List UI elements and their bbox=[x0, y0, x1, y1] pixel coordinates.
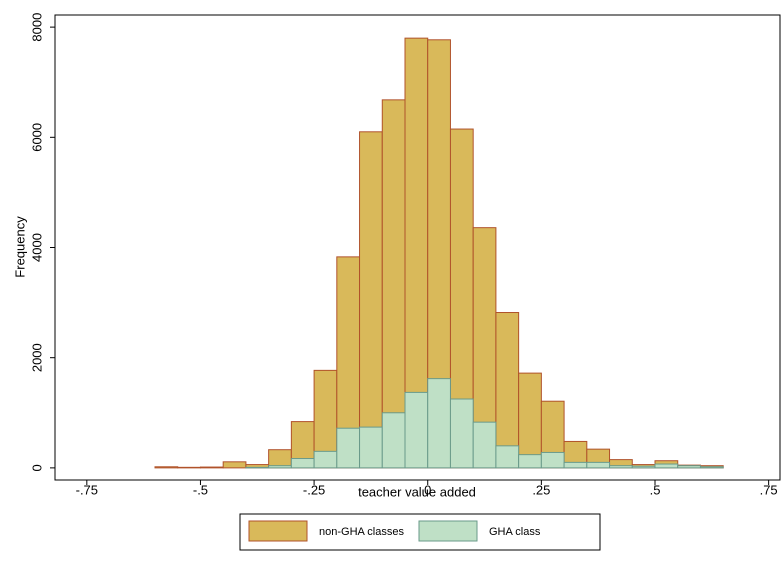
x-tick-label: -.75 bbox=[76, 482, 98, 497]
bar bbox=[199, 466, 224, 469]
bar bbox=[381, 412, 406, 469]
x-tick-label: 0 bbox=[424, 482, 431, 497]
bar bbox=[290, 458, 315, 469]
bar bbox=[631, 465, 656, 469]
bar bbox=[677, 465, 701, 469]
y-tick-label: 6000 bbox=[29, 123, 44, 152]
y-tick-label: 0 bbox=[29, 464, 44, 471]
y-tick-label: 2000 bbox=[29, 343, 44, 372]
bar bbox=[268, 465, 292, 469]
bar bbox=[359, 131, 383, 469]
bar bbox=[654, 463, 679, 469]
bar bbox=[518, 372, 542, 469]
bar bbox=[313, 450, 338, 469]
bar bbox=[563, 461, 588, 469]
legend-label: non-GHA classes bbox=[319, 526, 404, 538]
bar bbox=[222, 461, 247, 469]
x-tick-label: .25 bbox=[532, 482, 550, 497]
y-axis-label: Frequency bbox=[12, 216, 27, 278]
y-tick-label: 8000 bbox=[29, 13, 44, 42]
legend-swatch bbox=[418, 520, 478, 542]
bar bbox=[404, 391, 429, 469]
bar bbox=[359, 426, 383, 469]
bar bbox=[427, 378, 451, 469]
bar bbox=[268, 449, 292, 469]
legend-label: GHA class bbox=[489, 526, 541, 538]
bar bbox=[540, 451, 565, 469]
bar bbox=[245, 466, 270, 469]
bar bbox=[449, 398, 474, 469]
x-tick-label: -.25 bbox=[303, 482, 325, 497]
x-tick-label: -.5 bbox=[193, 482, 208, 497]
bar bbox=[609, 465, 633, 469]
bar bbox=[472, 421, 497, 469]
x-axis-label: teacher value added bbox=[358, 484, 476, 499]
bar bbox=[154, 466, 179, 469]
x-tick-label: .5 bbox=[650, 482, 661, 497]
y-tick-label: 4000 bbox=[29, 233, 44, 262]
x-tick-label: .75 bbox=[760, 482, 778, 497]
bar bbox=[177, 466, 201, 469]
bar bbox=[586, 461, 611, 469]
bar bbox=[495, 312, 520, 469]
bar bbox=[518, 454, 542, 469]
legend-swatch bbox=[248, 520, 308, 542]
bar bbox=[699, 466, 724, 469]
bar bbox=[336, 427, 361, 469]
bar bbox=[495, 445, 520, 469]
